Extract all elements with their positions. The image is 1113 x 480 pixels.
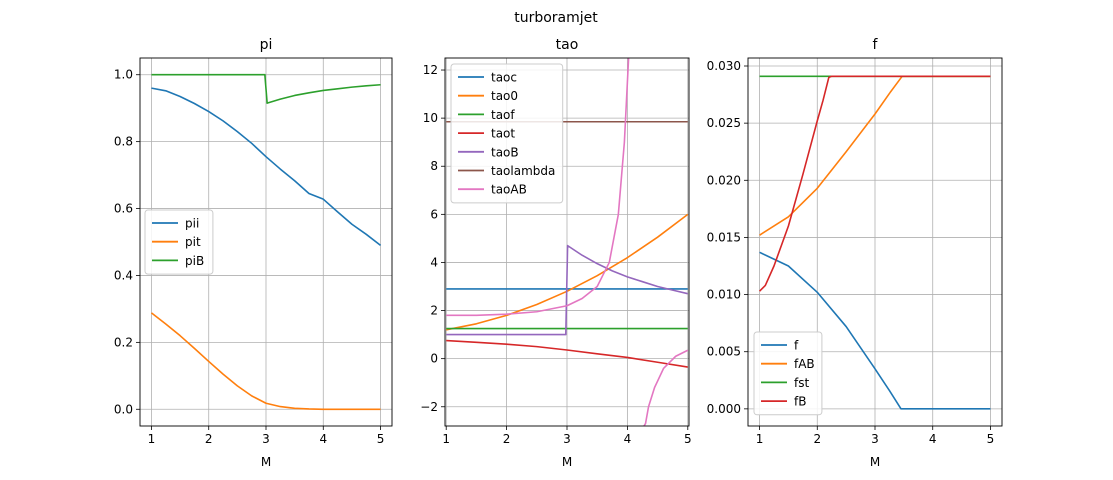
y-tick-label: 0 — [430, 352, 438, 366]
y-tick-label: 0.025 — [707, 116, 741, 130]
y-tick-label: 0.2 — [114, 335, 133, 349]
x-tick-label: 2 — [205, 432, 213, 446]
y-tick-label: 2 — [430, 304, 438, 318]
y-tick-label: 8 — [430, 159, 438, 173]
legend-label-taoc: taoc — [491, 71, 517, 85]
subplot-title: pi — [260, 37, 273, 53]
legend-label-fst: fst — [794, 376, 809, 390]
x-axis-label: M — [870, 455, 880, 469]
series-line-pii — [151, 87, 382, 246]
y-tick-label: 6 — [430, 207, 438, 221]
y-tick-label: 0.8 — [114, 135, 133, 149]
y-tick-label: 0.6 — [114, 202, 133, 216]
y-tick-label: 0.4 — [114, 268, 133, 282]
legend: f fAB fst fB — [753, 331, 823, 416]
x-tick-label: 3 — [563, 432, 571, 446]
legend-box — [450, 63, 564, 204]
x-tick-label: 4 — [929, 432, 937, 446]
series-line-taoB — [446, 244, 688, 336]
x-tick-label: 1 — [756, 432, 764, 446]
x-axis-label: M — [261, 455, 271, 469]
series-line-pit — [150, 312, 381, 411]
x-tick-label: 3 — [871, 432, 879, 446]
y-tick-label: 0.000 — [707, 402, 741, 416]
series-line-taot — [446, 339, 688, 368]
y-tick-label: 10 — [423, 111, 438, 125]
x-tick-label: 5 — [987, 432, 995, 446]
legend-label-f: f — [794, 339, 799, 353]
y-tick-label: 0.020 — [707, 173, 741, 187]
subplot-title: tao — [556, 37, 579, 53]
series-line-fB — [758, 75, 991, 292]
x-tick-label: 1 — [442, 432, 450, 446]
legend-label-taoB: taoB — [491, 145, 519, 159]
legend-label-taoAB: taoAB — [491, 183, 527, 197]
x-tick-label: 2 — [813, 432, 821, 446]
y-tick-label: 0.015 — [707, 230, 741, 244]
subplot-2: 1 2 3 4 5 0.000 0.005 0.010 0.015 0.020 0.025 0.030… — [707, 37, 1003, 469]
legend-label-taot: taot — [491, 127, 515, 141]
subplot-title: f — [873, 37, 879, 53]
legend-label-taof: taof — [491, 108, 515, 122]
x-tick-label: 4 — [624, 432, 632, 446]
y-tick-label: 0.010 — [707, 288, 741, 302]
x-tick-label: 5 — [377, 432, 385, 446]
x-axis-label: M — [562, 455, 572, 469]
legend-label-tao0: tao0 — [491, 89, 518, 103]
x-tick-label: 2 — [503, 432, 511, 446]
x-tick-label: 4 — [319, 432, 327, 446]
legend-label-taolambda: taolambda — [491, 164, 555, 178]
y-tick-label: 0.005 — [707, 345, 741, 359]
figure-title: turboramjet — [514, 10, 598, 26]
series-line-taoAB — [446, 58, 689, 426]
legend-box — [753, 331, 823, 416]
subplot-1: 1 2 3 4 5−2024681012taoMtaoctao0taoftaottaoB… — [420, 37, 691, 469]
y-tick-label: 0.030 — [707, 59, 741, 73]
x-tick-label: 1 — [148, 432, 156, 446]
legend-label-pii: pii — [185, 217, 199, 231]
y-tick-label: 12 — [423, 63, 438, 77]
legend-label-pit: pit — [185, 235, 201, 249]
legend-label-fAB: fAB — [794, 357, 815, 371]
y-tick-label: −2 — [420, 400, 438, 414]
legend: taoc tao0 taof taot taoB taolambda taoAB — [450, 63, 564, 204]
legend-box — [144, 209, 214, 275]
y-tick-label: 0.0 — [114, 402, 133, 416]
y-tick-label: 4 — [430, 255, 438, 269]
legend: pii pit piB — [144, 209, 214, 275]
legend-label-piB: piB — [185, 254, 204, 268]
series-lines — [150, 73, 382, 411]
y-tick-label: 1.0 — [114, 68, 133, 82]
series-line-piB — [151, 73, 381, 104]
legend-label-fB: fB — [794, 395, 806, 409]
series-line-f — [759, 251, 991, 410]
series-lines — [758, 75, 991, 410]
x-tick-label: 3 — [262, 432, 270, 446]
x-tick-label: 5 — [684, 432, 692, 446]
